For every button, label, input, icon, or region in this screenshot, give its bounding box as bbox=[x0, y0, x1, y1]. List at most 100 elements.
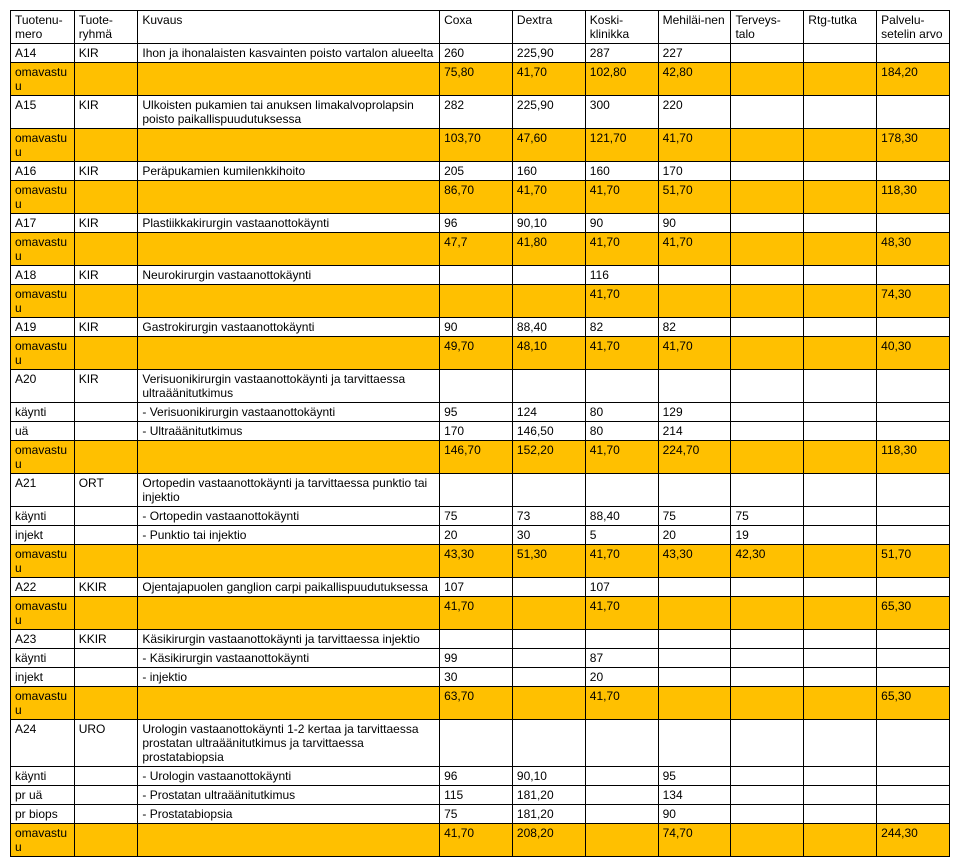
table-cell: URO bbox=[74, 720, 138, 767]
table-row: pr biops - Prostatabiopsia75181,2090 bbox=[11, 805, 950, 824]
table-cell: 65,30 bbox=[877, 687, 950, 720]
table-cell: A17 bbox=[11, 214, 75, 233]
table-cell: - Prostatabiopsia bbox=[138, 805, 440, 824]
table-cell: 41,70 bbox=[658, 233, 731, 266]
table-cell bbox=[877, 767, 950, 786]
table-cell: 99 bbox=[440, 649, 513, 668]
table-cell bbox=[731, 214, 804, 233]
table-cell bbox=[658, 687, 731, 720]
table-cell: 41,70 bbox=[585, 337, 658, 370]
table-cell bbox=[512, 630, 585, 649]
table-cell bbox=[512, 474, 585, 507]
table-cell: A20 bbox=[11, 370, 75, 403]
table-cell bbox=[804, 630, 877, 649]
table-cell bbox=[804, 786, 877, 805]
column-header: Dextra bbox=[512, 11, 585, 44]
table-cell: A23 bbox=[11, 630, 75, 649]
table-cell bbox=[804, 129, 877, 162]
column-header: Coxa bbox=[440, 11, 513, 44]
table-cell bbox=[731, 668, 804, 687]
table-cell bbox=[804, 422, 877, 441]
table-cell bbox=[731, 370, 804, 403]
table-cell: 225,90 bbox=[512, 44, 585, 63]
table-cell bbox=[512, 668, 585, 687]
table-cell bbox=[877, 630, 950, 649]
table-cell bbox=[138, 545, 440, 578]
table-cell bbox=[877, 44, 950, 63]
table-cell bbox=[877, 403, 950, 422]
table-row: A14KIRIhon ja ihonalaisten kasvainten po… bbox=[11, 44, 950, 63]
table-cell: 41,70 bbox=[440, 824, 513, 857]
table-cell bbox=[731, 266, 804, 285]
table-cell: 178,30 bbox=[877, 129, 950, 162]
table-cell bbox=[731, 422, 804, 441]
table-cell bbox=[731, 767, 804, 786]
table-cell: KIR bbox=[74, 214, 138, 233]
table-cell bbox=[804, 181, 877, 214]
table-cell: KKIR bbox=[74, 630, 138, 649]
table-cell bbox=[731, 162, 804, 181]
column-header: Koski-klinikka bbox=[585, 11, 658, 44]
table-cell bbox=[804, 597, 877, 630]
table-cell: - injektio bbox=[138, 668, 440, 687]
table-cell bbox=[74, 526, 138, 545]
table-cell: - Prostatan ultraäänitutkimus bbox=[138, 786, 440, 805]
table-cell: Neurokirurgin vastaanottokäynti bbox=[138, 266, 440, 285]
table-cell: 41,70 bbox=[585, 441, 658, 474]
table-cell bbox=[658, 630, 731, 649]
table-cell bbox=[731, 720, 804, 767]
table-header-row: Tuotenu-meroTuote-ryhmäKuvausCoxaDextraK… bbox=[11, 11, 950, 44]
table-row: A15KIRUlkoisten pukamien tai anuksen lim… bbox=[11, 96, 950, 129]
table-cell bbox=[138, 181, 440, 214]
table-cell: omavastuu bbox=[11, 441, 75, 474]
table-cell: 220 bbox=[658, 96, 731, 129]
table-cell bbox=[512, 687, 585, 720]
table-cell: 107 bbox=[585, 578, 658, 597]
table-cell bbox=[440, 630, 513, 649]
table-cell: Peräpukamien kumilenkkihoito bbox=[138, 162, 440, 181]
column-header: Rtg-tutka bbox=[804, 11, 877, 44]
table-cell bbox=[804, 266, 877, 285]
table-row: omavastuu43,3051,3041,7043,3042,3051,70 bbox=[11, 545, 950, 578]
table-cell bbox=[731, 337, 804, 370]
table-cell bbox=[877, 422, 950, 441]
table-cell bbox=[74, 181, 138, 214]
table-cell: 184,20 bbox=[877, 63, 950, 96]
table-cell bbox=[74, 403, 138, 422]
table-cell: 48,10 bbox=[512, 337, 585, 370]
table-cell: injekt bbox=[11, 668, 75, 687]
table-row: omavastuu49,7048,1041,7041,7040,30 bbox=[11, 337, 950, 370]
table-cell: Ihon ja ihonalaisten kasvainten poisto v… bbox=[138, 44, 440, 63]
table-cell bbox=[585, 805, 658, 824]
table-cell bbox=[804, 545, 877, 578]
table-row: omavastuu41,7041,7065,30 bbox=[11, 597, 950, 630]
table-cell bbox=[877, 578, 950, 597]
table-cell: 287 bbox=[585, 44, 658, 63]
table-cell bbox=[804, 233, 877, 266]
table-cell: 95 bbox=[658, 767, 731, 786]
table-cell: 134 bbox=[658, 786, 731, 805]
table-cell: 41,70 bbox=[440, 597, 513, 630]
table-cell bbox=[877, 507, 950, 526]
table-row: A16KIRPeräpukamien kumilenkkihoito205160… bbox=[11, 162, 950, 181]
table-cell bbox=[512, 720, 585, 767]
table-cell bbox=[804, 318, 877, 337]
table-cell: 5 bbox=[585, 526, 658, 545]
table-cell bbox=[585, 824, 658, 857]
table-cell: A24 bbox=[11, 720, 75, 767]
table-cell bbox=[731, 318, 804, 337]
table-row: A23KKIRKäsikirurgin vastaanottokäynti ja… bbox=[11, 630, 950, 649]
table-cell bbox=[731, 630, 804, 649]
table-cell bbox=[877, 720, 950, 767]
table-cell: 90,10 bbox=[512, 767, 585, 786]
table-cell: 244,30 bbox=[877, 824, 950, 857]
table-cell bbox=[804, 649, 877, 668]
table-cell: 20 bbox=[585, 668, 658, 687]
table-cell bbox=[585, 720, 658, 767]
table-row: käynti - Käsikirurgin vastaanottokäynti9… bbox=[11, 649, 950, 668]
table-cell bbox=[658, 370, 731, 403]
table-row: omavastuu47,741,8041,7041,7048,30 bbox=[11, 233, 950, 266]
table-cell: 43,30 bbox=[658, 545, 731, 578]
table-cell: omavastuu bbox=[11, 233, 75, 266]
table-row: A21ORTOrtopedin vastaanottokäynti ja tar… bbox=[11, 474, 950, 507]
